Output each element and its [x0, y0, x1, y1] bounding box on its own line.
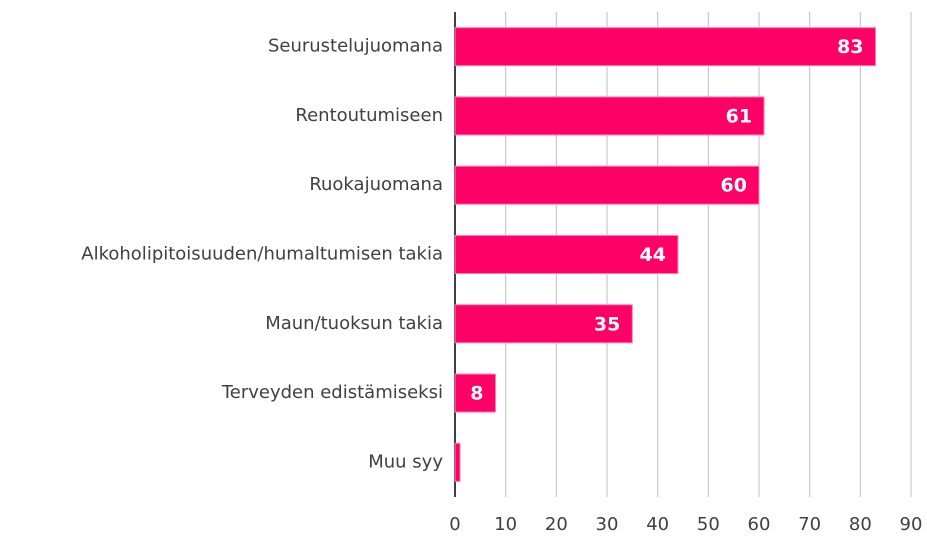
- bar: [454, 373, 497, 413]
- x-tick-label: 10: [494, 514, 517, 535]
- x-tick-label: 50: [697, 514, 720, 535]
- y-tick-label: Seurustelujuomana: [268, 36, 443, 57]
- value-label: 60: [721, 175, 747, 197]
- y-tick-label: Alkoholipitoisuuden/humaltumisen takia: [81, 244, 443, 265]
- y-tick-label: Rentoutumiseen: [295, 105, 443, 126]
- y-tick-label: Muu syy: [368, 451, 443, 472]
- x-tick-label: 60: [748, 514, 771, 535]
- bar: [454, 304, 633, 344]
- bar: [454, 27, 877, 67]
- x-tick-label: 70: [798, 514, 821, 535]
- x-tick-label: 20: [545, 514, 568, 535]
- value-label: 35: [594, 313, 620, 335]
- y-tick-label: Ruokajuomana: [309, 174, 443, 195]
- x-tick-label: 0: [449, 514, 460, 535]
- value-label: 44: [639, 244, 665, 266]
- value-label: 61: [726, 105, 752, 127]
- y-tick-label: Maun/tuoksun takia: [265, 313, 443, 334]
- value-label: 8: [470, 383, 483, 405]
- x-tick-label: 30: [596, 514, 619, 535]
- bar: [454, 165, 760, 205]
- x-tick-label: 80: [849, 514, 872, 535]
- value-label: 83: [837, 36, 863, 58]
- bar: [454, 235, 679, 274]
- x-tick-label: 90: [900, 514, 923, 535]
- x-tick-label: 40: [646, 514, 669, 535]
- bar: [454, 96, 765, 136]
- bar: [454, 442, 461, 482]
- y-tick-label: Terveyden edistämiseksi: [221, 382, 443, 403]
